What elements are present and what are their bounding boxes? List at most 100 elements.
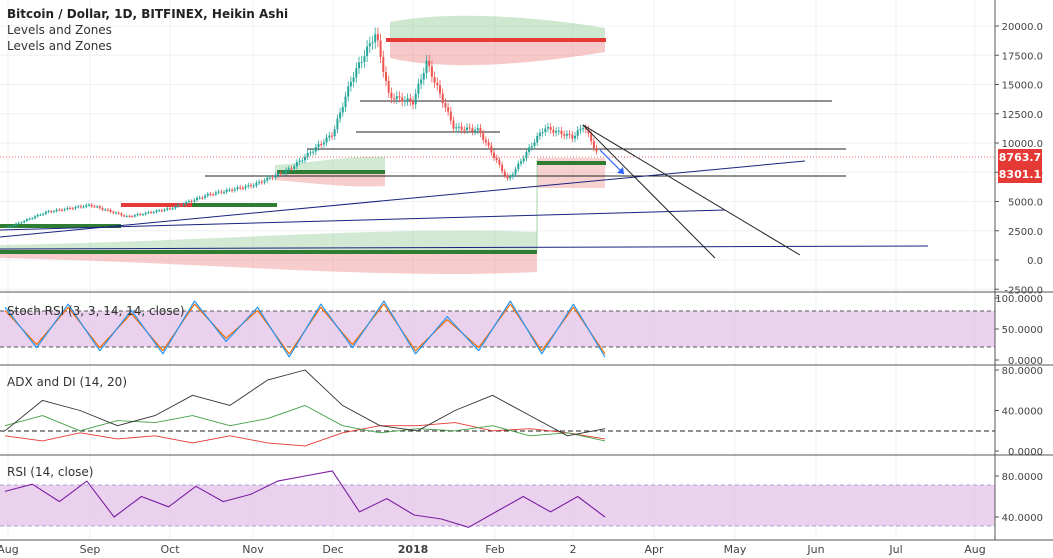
candle-body [376,34,379,41]
candle-body [298,160,301,163]
candle-body [69,207,72,209]
candle-body [244,186,247,189]
stoch-band [0,311,995,347]
candle-body [277,172,279,176]
candle-body [471,128,474,132]
stoch-rsi-label: Stoch RSI (3, 3, 14, 14, close) [7,304,185,318]
candle-body [506,175,509,179]
candle-body [282,172,285,174]
candle-body [520,161,522,164]
candle-body [322,142,325,145]
candle-body [490,145,493,153]
candle-body [509,176,512,179]
candle-body [514,169,517,175]
candle-body [463,129,466,131]
candle-body [177,204,180,207]
candle-body [55,209,58,212]
candle-body [36,214,39,217]
candle-body [212,194,215,196]
candle-body [412,101,414,105]
candle-body [120,213,123,216]
candle-body [466,127,468,131]
candle-body [325,137,328,143]
candle-body [549,127,552,130]
price-tick-label: 15000.0 [1002,81,1043,92]
candle-body [144,212,147,215]
candle-body [576,130,579,136]
zone-green-mid [275,156,385,172]
zone-red-top [390,40,605,66]
candle-body [439,85,441,94]
candle-body [274,175,277,178]
candle-body [77,206,80,208]
candle-body [533,142,536,146]
time-tick-label: Apr [644,543,664,556]
candle-body [158,210,161,212]
price-tag-lower: 8301.1 [998,166,1042,183]
candle-body [336,118,339,130]
candle-body [247,185,250,187]
candle-body [15,223,18,226]
candle-body [331,135,333,137]
candle-body [385,71,387,81]
trendline [582,124,801,256]
candle-body [239,187,242,189]
candle-body [530,145,533,148]
candle-body [260,181,263,183]
candle-body [52,211,55,213]
candle-body [379,40,382,57]
chart-title: Bitcoin / Dollar, 1D, BITFINEX, Heikin A… [7,7,289,21]
candle-body [136,214,139,216]
candle-body [428,60,431,67]
price-tick-label: 5000.0 [1008,198,1043,209]
price-tick-label: 20000.0 [1002,22,1043,33]
candle-body [487,142,490,146]
candle-body [82,206,85,208]
candle-body [63,209,66,211]
candle-body [522,158,525,162]
candle-body [217,191,220,193]
candle-body [595,148,598,152]
candle-body [301,160,304,162]
candle-body [457,126,460,128]
candle-body [160,210,163,212]
candle-body [433,76,436,83]
candle-body [382,56,385,72]
candle-body [587,129,590,134]
stoch-tick-label: 100.0000 [995,294,1043,305]
candle-body [495,157,498,161]
candle-body [23,220,26,223]
candle-body [393,98,396,100]
candle-body [31,218,34,220]
candle-body [268,177,271,179]
candle-body [214,192,217,195]
candle-body [90,204,93,207]
candle-body [579,128,582,131]
candle-body [314,147,317,152]
time-tick-label: May [724,543,747,556]
trendline [0,209,726,231]
candle-body [220,191,223,193]
trendline [0,160,806,238]
candle-body [358,62,360,69]
candle-body [231,189,234,191]
time-tick-label: Dec [322,543,343,556]
candle-body [363,56,366,62]
candle-body [347,86,350,97]
time-tick-label: Jul [888,543,902,556]
candle-body [371,42,374,44]
candle-body [401,97,404,102]
candle-body [147,212,150,214]
candle-body [501,164,504,172]
adx-tick-label: 0.0000 [1008,447,1043,458]
candles [7,27,598,229]
candle-body [258,181,261,183]
levels [0,38,995,254]
candle-body [171,208,174,210]
candle-body [560,130,563,135]
candle-body [123,215,126,217]
candle-body [109,209,112,212]
